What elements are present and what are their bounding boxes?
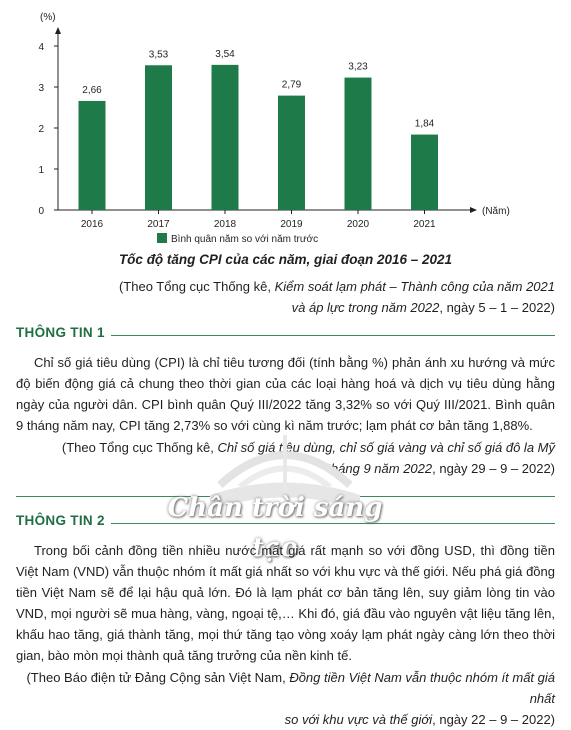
y-tick-label: 1	[38, 165, 44, 176]
x-axis-arrow	[470, 207, 477, 213]
x-tick-label: 2017	[147, 219, 170, 230]
legend-label: Bình quân năm so với năm trước	[171, 234, 318, 245]
y-tick-label: 4	[38, 42, 44, 53]
bar-value-label: 2,79	[282, 80, 302, 91]
section-2-source: (Theo Báo điện tử Đảng Cộng sản Việt Nam…	[26, 670, 555, 727]
chart-caption: Tốc độ tăng CPI của các năm, giai đoạn 2…	[118, 252, 453, 267]
bar-2018	[211, 64, 239, 210]
watermark-text: Chân trời sáng tạo	[167, 493, 383, 563]
section-2-heading: THÔNG TIN 2	[16, 513, 555, 528]
legend-swatch	[157, 233, 167, 243]
section-1-heading: THÔNG TIN 1	[16, 325, 555, 340]
y-tick-label: 3	[38, 83, 44, 94]
x-axis-label: (Năm)	[482, 206, 510, 217]
x-tick-label: 2020	[347, 219, 370, 230]
book-logo-icon	[210, 435, 360, 510]
cpi-bar-chart: (%) (Năm) 0 1 2 3 4 2,66 2016 3,53 2017 3,54 2018 2,…	[38, 12, 510, 245]
x-tick-label: 2021	[413, 219, 436, 230]
section-2-title: THÔNG TIN 2	[16, 513, 105, 528]
y-axis-arrow	[55, 27, 61, 34]
bar-value-label: 1,84	[415, 119, 435, 130]
bar-2020	[344, 77, 372, 210]
section-2-text: Trong bối cảnh đồng tiền nhiều nước mất …	[16, 543, 555, 663]
bar-value-label: 3,23	[348, 62, 368, 73]
bar-2019	[278, 95, 305, 210]
section-1-text: Chỉ số giá tiêu dùng (CPI) là chỉ tiêu t…	[16, 355, 555, 433]
y-tick-label: 2	[38, 124, 44, 135]
y-tick-label: 0	[38, 206, 44, 217]
x-tick-label: 2018	[214, 219, 237, 230]
x-tick-label: 2016	[81, 219, 104, 230]
section-2-rule	[110, 523, 555, 524]
bar-value-label: 3,54	[215, 49, 235, 60]
bar-2021	[411, 134, 438, 210]
chart-source: (Theo Tổng cục Thống kê, Kiểm soát lạm p…	[118, 279, 555, 315]
bar-value-label: 2,66	[82, 85, 102, 96]
bar-value-label: 3,53	[149, 49, 169, 60]
section-1-source: (Theo Tổng cục Thống kê, Chỉ số giá tiêu…	[61, 440, 555, 476]
bar-2017	[145, 65, 172, 211]
x-tick-label: 2019	[280, 219, 303, 230]
section-1-rule	[110, 335, 555, 336]
bar-2016	[78, 100, 106, 210]
y-axis-label: (%)	[40, 12, 56, 23]
section-1-title: THÔNG TIN 1	[16, 325, 105, 340]
